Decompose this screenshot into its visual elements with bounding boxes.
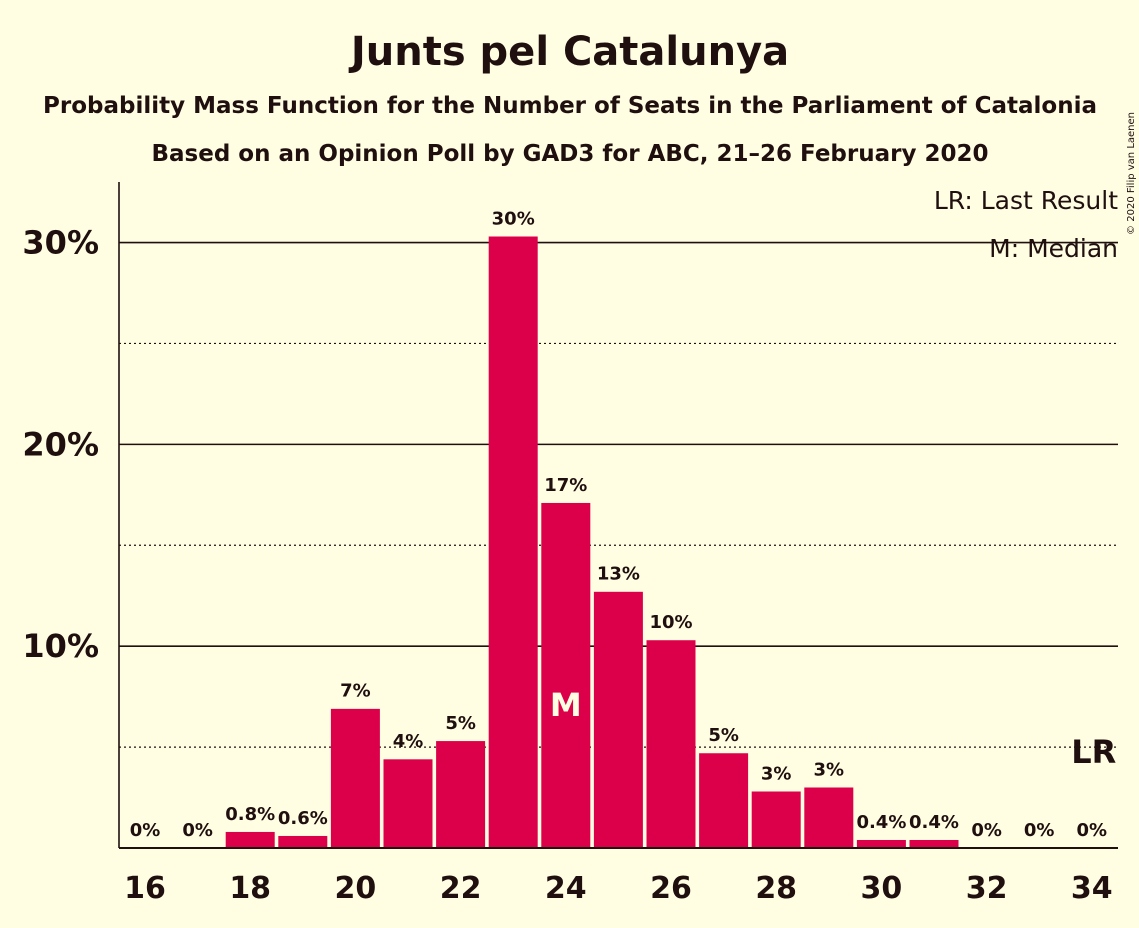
median-marker: M [550, 686, 582, 724]
bar [330, 708, 380, 848]
bar-label-backdrop [906, 836, 962, 840]
last-result-marker: LR [1071, 733, 1116, 771]
x-tick-label: 24 [545, 871, 587, 906]
data-label: 30% [492, 208, 535, 229]
bar [278, 835, 328, 848]
chart-title: Junts pel Catalunya [348, 29, 789, 75]
grid-layer [119, 241, 1118, 748]
data-label: 4% [393, 731, 424, 752]
legend-median: M: Median [989, 234, 1118, 263]
data-label: 0.4% [909, 812, 959, 833]
data-label: 0% [182, 820, 213, 841]
bar-label-backdrop [538, 499, 594, 503]
bar-label-backdrop [380, 756, 436, 760]
data-label: 0% [971, 820, 1002, 841]
copyright-credit: © 2020 Filip van Laenen [1126, 112, 1137, 235]
y-tick-label: 10% [22, 627, 99, 665]
bar [593, 591, 643, 848]
chart-subtitle-poll: Based on an Opinion Poll by GAD3 for ABC… [152, 141, 989, 167]
data-label: 10% [649, 612, 692, 633]
y-tick-label: 20% [22, 425, 99, 463]
bar-label-backdrop [801, 784, 857, 788]
bar-label-backdrop [327, 705, 383, 709]
bar-label-backdrop [696, 750, 752, 754]
x-tick-label: 20 [335, 871, 377, 906]
bar-label-backdrop [853, 836, 909, 840]
x-tick-label: 32 [966, 871, 1008, 906]
data-label: 0.8% [225, 804, 275, 825]
x-tick-label: 26 [650, 871, 692, 906]
bar-label-backdrop [748, 788, 804, 792]
bar [646, 640, 696, 848]
data-label: 13% [597, 564, 640, 585]
axis-layer: 10% 20% 30% 16 18 20 22 24 26 28 30 32 34 [22, 182, 1118, 906]
data-label: 17% [544, 475, 587, 496]
data-label: 0.6% [278, 808, 328, 829]
bar-label-backdrop [485, 233, 541, 237]
bar [541, 502, 591, 848]
y-tick-label: 30% [22, 224, 99, 262]
data-label: 0.4% [856, 812, 906, 833]
data-label: 0% [130, 820, 161, 841]
x-tick-label: 22 [440, 871, 482, 906]
data-label: 7% [340, 681, 371, 702]
bar [909, 839, 959, 848]
x-tick-label: 18 [229, 871, 271, 906]
bar [699, 753, 749, 848]
bar [488, 236, 538, 848]
legend-last-result: LR: Last Result [934, 186, 1118, 215]
x-tick-label: 28 [755, 871, 797, 906]
bar [856, 839, 906, 848]
bar-label-backdrop [433, 738, 489, 742]
bar-label-backdrop [275, 832, 331, 836]
chart-subtitle: Probability Mass Function for the Number… [43, 93, 1097, 119]
x-tick-label: 34 [1071, 871, 1113, 906]
bar [383, 759, 433, 848]
x-tick-label: 30 [861, 871, 903, 906]
bar-label-backdrop [590, 588, 646, 592]
data-label: 5% [708, 725, 739, 746]
bar [436, 741, 486, 848]
bar-label-backdrop [643, 637, 699, 641]
bar [804, 787, 854, 848]
data-label: 3% [814, 759, 845, 780]
data-label: 5% [445, 713, 476, 734]
x-tick-label: 16 [124, 871, 166, 906]
bar [225, 831, 275, 848]
data-label: 0% [1024, 820, 1055, 841]
bar [751, 791, 801, 848]
data-label: 3% [761, 763, 792, 784]
bar-layer [222, 233, 962, 848]
bar-label-backdrop [222, 828, 278, 832]
label-layer: 0% 0% 0.8% 0.6% 7% 4% 5% 30% 17% 13% 10% 5% 3% 3% 0.4%… [130, 208, 1117, 841]
data-label: 0% [1077, 820, 1108, 841]
